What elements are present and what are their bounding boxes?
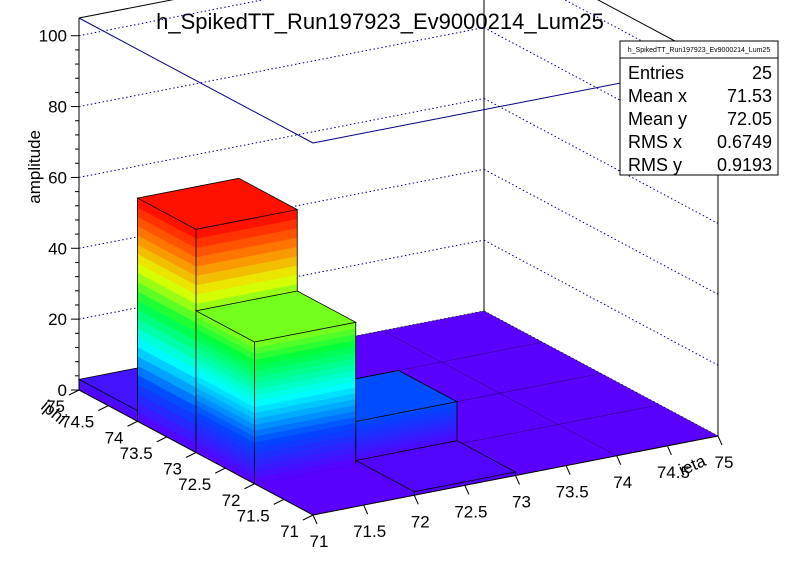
y-tick-label: 74 [105,428,124,447]
y-tick-mark [215,467,226,474]
stat-value-rms-y: 0.9193 [717,155,772,175]
x-tick-label: 71 [310,532,329,551]
grid-line [78,27,485,108]
x-tick-label: 73 [512,493,531,512]
stats-name: h_SpikedTT_Run197923_Ev9000214_Lum25 [628,47,771,54]
y-tick-mark [127,420,138,427]
x-tick-label: 71.5 [353,522,386,541]
y-tick-label: 74.5 [61,413,94,432]
z-tick-label: 60 [48,168,67,187]
y-tick-label: 73.5 [120,444,153,463]
z-axis: 0 20 40 60 80 100 [39,27,79,400]
y-tick-mark [244,483,255,490]
x-axis-label: ieta [676,451,709,480]
x-tick-mark [717,435,723,446]
grid-line [483,168,719,295]
chart-title: h_SpikedTT_Run197923_Ev9000214_Lum25 [156,9,604,34]
x-tick-mark [312,514,318,525]
y-tick-label: 72 [222,491,241,510]
x-tick-label: 72.5 [454,502,487,521]
floor-cell-edge [483,310,719,437]
z-tick-label: 0 [58,381,67,400]
x-tick-mark [565,465,571,475]
z-axis-label: amplitude [25,130,44,204]
stat-value-rms-x: 0.6749 [717,132,772,152]
y-tick-mark [273,498,284,505]
y-tick-mark [185,452,197,458]
y-tick-mark [302,514,314,521]
y-tick-label: 75 [46,397,65,416]
y-tick-label: 72.5 [178,475,211,494]
grid-line [483,97,719,224]
x-tick-label: 73.5 [556,483,589,502]
x-tick-label: 74 [613,473,632,492]
x-tick-mark [464,485,470,495]
z-tick-label: 40 [48,239,67,258]
x-tick-mark [666,445,672,456]
y-tick-mark [98,405,109,412]
x-tick-mark [363,504,369,515]
grid-line [78,0,265,37]
stats-box-frame [619,40,779,176]
y-tick-mark [68,389,80,396]
grid-line [78,97,485,178]
stat-value-mean-x: 71.53 [727,86,772,106]
stat-label-rms-x: RMS x [628,132,682,152]
z-tick-label: 100 [39,27,67,46]
frame-edge [78,0,174,19]
x-tick-label: 75 [715,453,734,472]
stats-box: h_SpikedTT_Run197923_Ev9000214_Lum25 Ent… [619,40,779,176]
y-tick-label: 71.5 [237,506,270,525]
x-axis: 71 71.5 72 72.5 73 73.5 74 74.5 75 [310,435,734,551]
stat-value-entries: 25 [752,63,772,83]
x-tick-label: 74.5 [657,463,690,482]
stat-label-entries: Entries [628,63,684,83]
y-axis: 71 71.572 72.573 73.574 74.575 [46,389,314,541]
bar-top [354,440,517,493]
grid-line [483,239,719,366]
bar-top [136,177,299,230]
stat-label-rms-y: RMS y [628,155,682,175]
stat-label-mean-x: Mean x [628,86,687,106]
floor-cell-edge [382,330,617,457]
stat-label-mean-y: Mean y [628,109,687,129]
y-tick-label: 73 [163,460,182,479]
x-tick-mark [515,475,520,485]
y-tick-mark [156,436,167,443]
z-tick-label: 20 [48,310,67,329]
z-tick-label: 80 [48,98,67,117]
y-tick-label: 71 [280,522,299,541]
frame-edge-top [78,17,314,144]
x-tick-mark [616,455,622,465]
x-tick-mark [413,495,419,505]
bar-top [194,290,357,343]
stat-value-mean-y: 72.05 [727,109,772,129]
x-tick-label: 72 [411,512,430,531]
